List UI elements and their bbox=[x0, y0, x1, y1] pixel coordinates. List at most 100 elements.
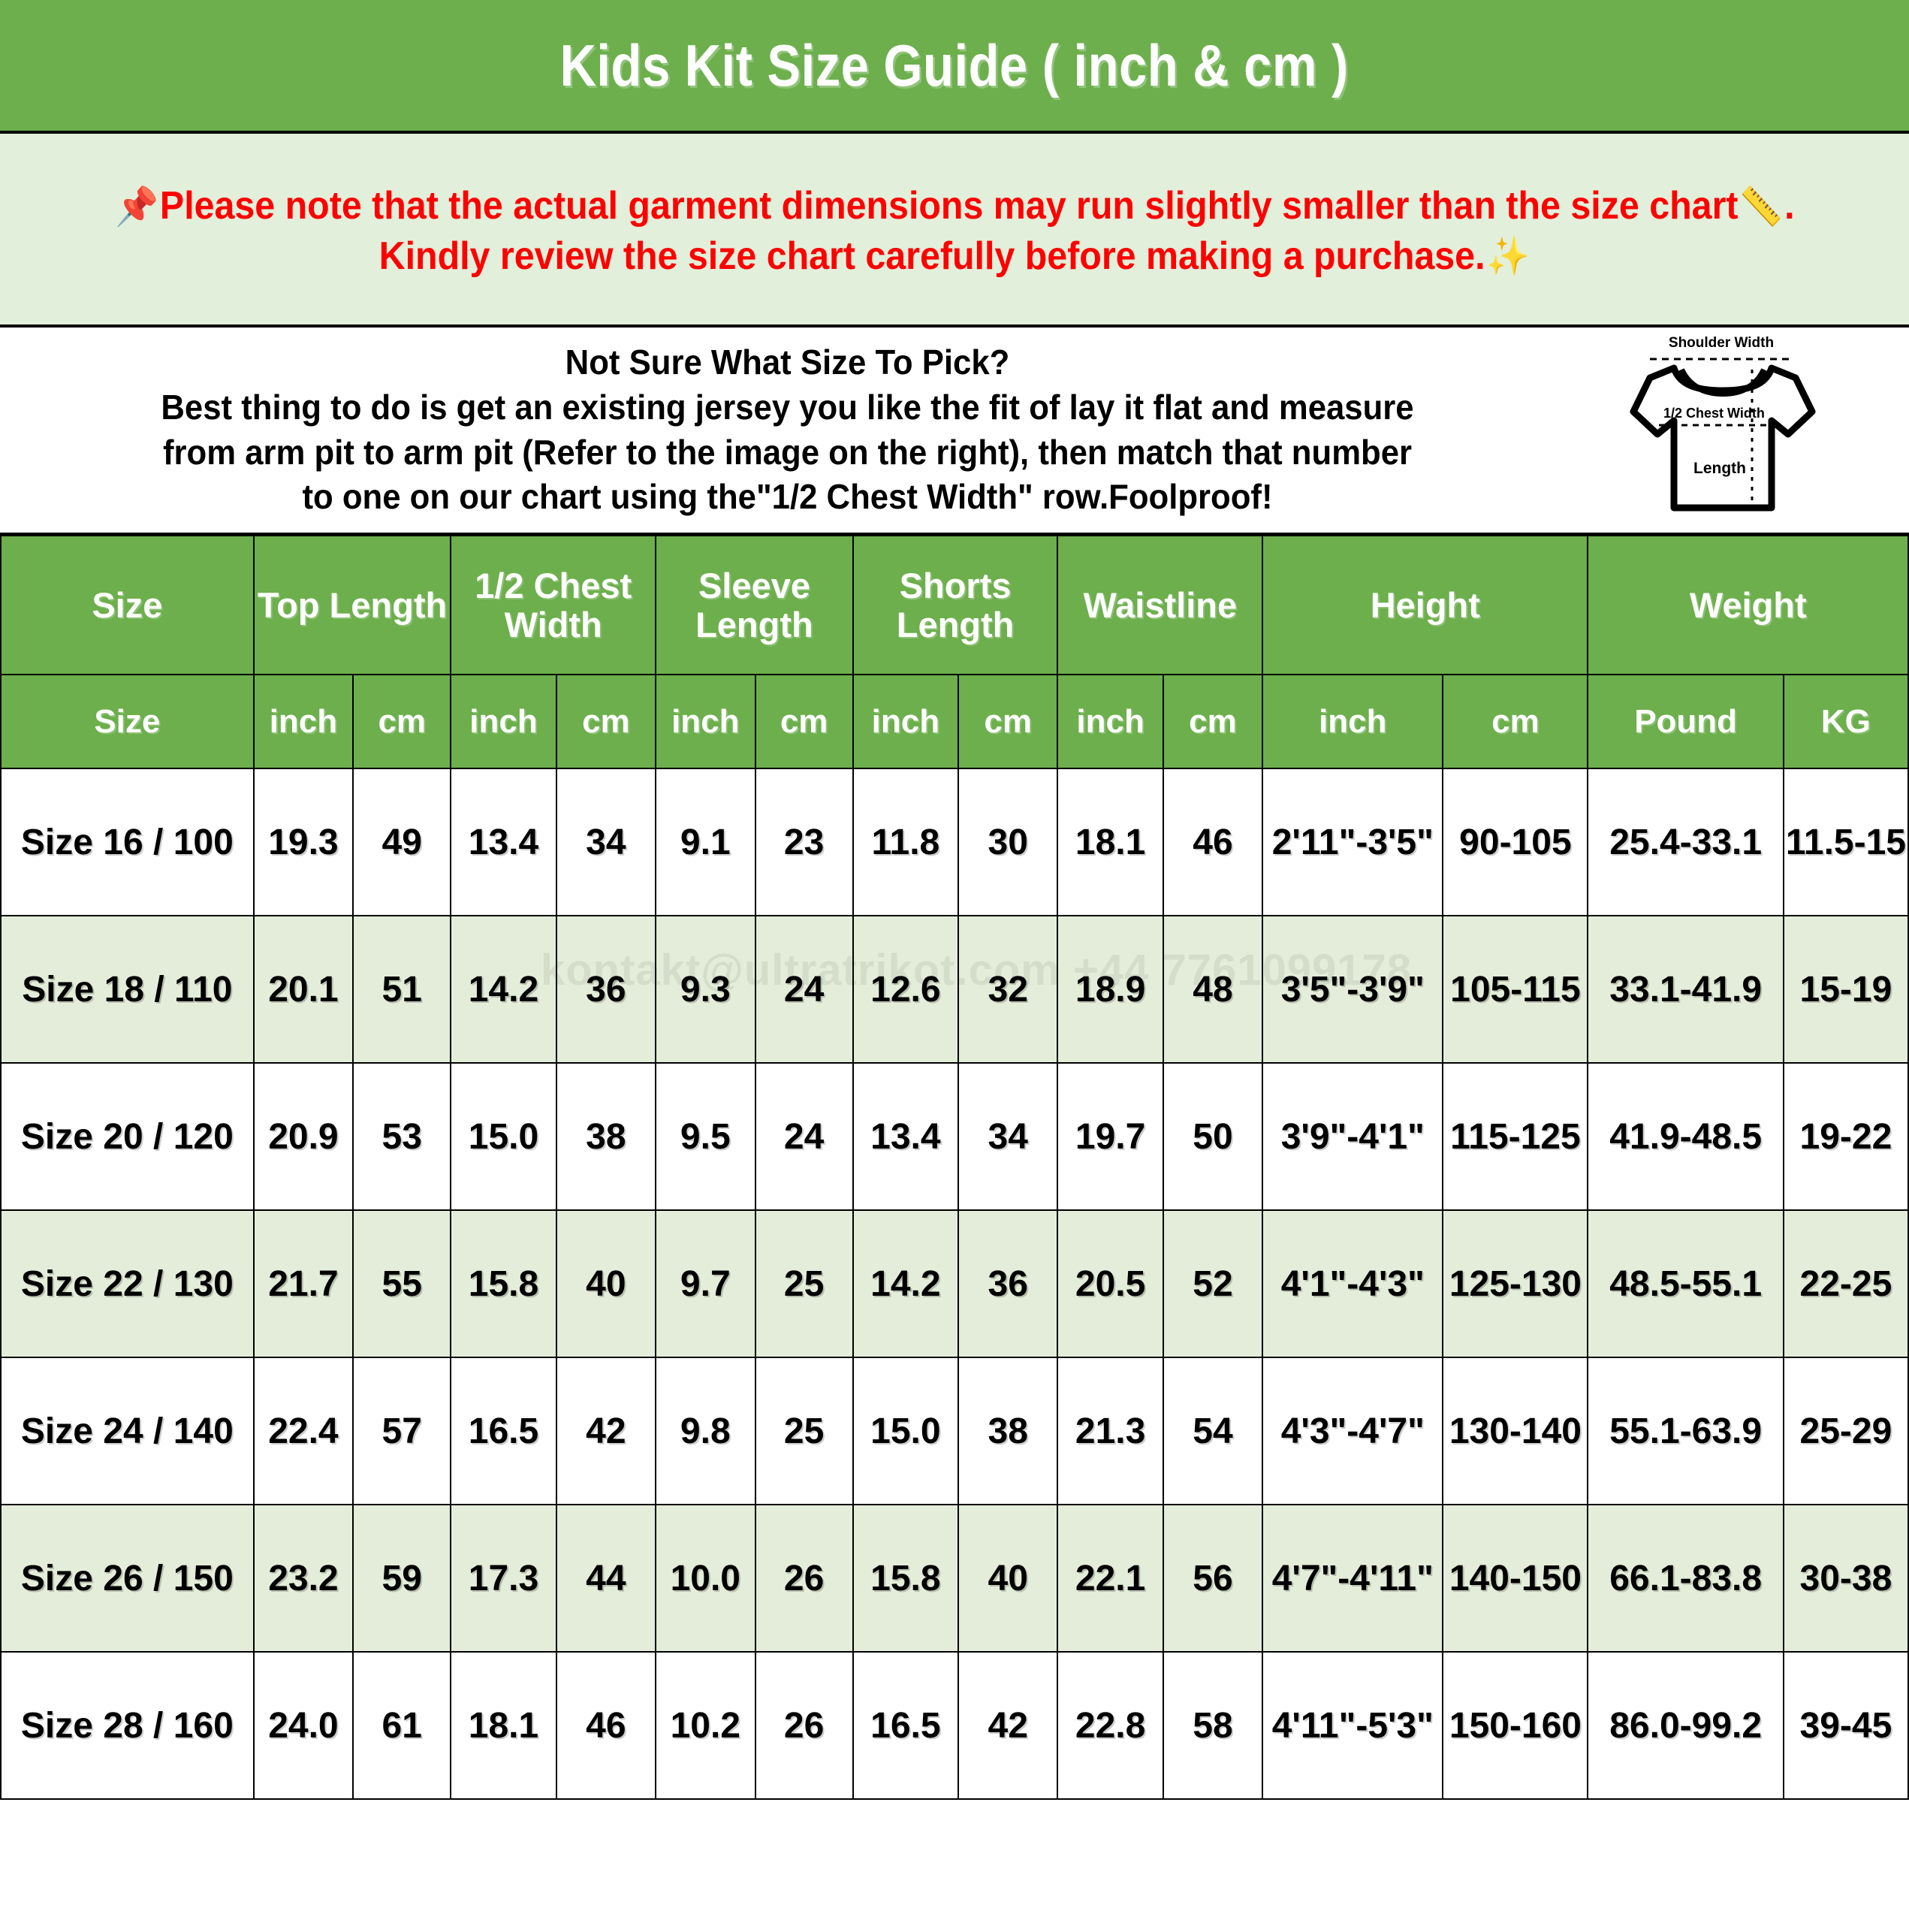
table-row: Size 20 / 120 20.9 53 15.0 38 9.5 24 13.4 34 19.7… bbox=[0, 1062, 1909, 1211]
unit-header-wl-cm: cm bbox=[1162, 674, 1264, 769]
cell-size: Size 28 / 160 bbox=[0, 1651, 255, 1800]
note-line-1-text: Please note that the actual garment dime… bbox=[159, 184, 1739, 228]
cell-waist-cm: 54 bbox=[1162, 1357, 1264, 1505]
group-header-weight: Weight bbox=[1587, 535, 1909, 675]
cell-waist-inch: 21.3 bbox=[1057, 1357, 1164, 1505]
cell-top-length-inch: 24.0 bbox=[252, 1651, 354, 1800]
cell-weight-pound: 66.1-83.8 bbox=[1587, 1504, 1784, 1653]
cell-height-cm: 130-140 bbox=[1442, 1357, 1589, 1505]
table-row: Size 24 / 140 22.4 57 16.5 42 9.8 25 15.0 38 21.3… bbox=[0, 1357, 1909, 1505]
cell-height-cm: 105-115 bbox=[1442, 915, 1589, 1064]
table-head: Size Top Length 1/2 Chest Width Sleeve L… bbox=[0, 535, 1909, 769]
unit-header-hc-inch: inch bbox=[450, 674, 557, 769]
cell-shorts-cm: 36 bbox=[957, 1209, 1059, 1358]
half-chest-width-label: 1/2 Chest Width bbox=[1663, 406, 1765, 421]
cell-height-cm: 150-160 bbox=[1442, 1651, 1589, 1800]
info-band: Not Sure What Size To Pick? Best thing t… bbox=[0, 328, 1909, 535]
table-row: Size 26 / 150 23.2 59 17.3 44 10.0 26 15.8 40 22.… bbox=[0, 1504, 1909, 1653]
cell-shorts-cm: 38 bbox=[957, 1357, 1059, 1505]
unit-header-tl-cm: cm bbox=[352, 674, 452, 769]
cell-height-inch: 3'9"-4'1" bbox=[1262, 1062, 1444, 1211]
cell-height-inch: 2'11"-3'5" bbox=[1262, 768, 1444, 916]
cell-top-length-inch: 19.3 bbox=[252, 768, 354, 916]
note-band: 📌 Please note that the actual garment di… bbox=[0, 134, 1909, 328]
cell-weight-kg: 11.5-15 bbox=[1782, 768, 1909, 916]
cell-half-chest-cm: 34 bbox=[555, 768, 657, 916]
cell-half-chest-inch: 13.4 bbox=[450, 768, 557, 916]
cell-size: Size 24 / 140 bbox=[0, 1357, 255, 1505]
unit-header-size: Size bbox=[0, 674, 255, 769]
cell-size: Size 16 / 100 bbox=[0, 768, 255, 916]
info-text-block: Not Sure What Size To Pick? Best thing t… bbox=[0, 340, 1575, 520]
cell-shorts-cm: 30 bbox=[957, 768, 1059, 916]
cell-height-inch: 4'11"-5'3" bbox=[1262, 1651, 1444, 1800]
cell-half-chest-inch: 16.5 bbox=[450, 1357, 557, 1505]
cell-sleeve-inch: 9.1 bbox=[655, 768, 756, 916]
cell-waist-cm: 48 bbox=[1162, 915, 1264, 1064]
note-line-2: Kindly review the size chart carefully b… bbox=[379, 231, 1531, 282]
cell-waist-inch: 20.5 bbox=[1057, 1209, 1164, 1358]
ruler-icon: 📏 bbox=[1739, 185, 1783, 228]
cell-top-length-cm: 59 bbox=[352, 1504, 452, 1653]
note-line-1-suffix: . bbox=[1784, 184, 1795, 228]
cell-half-chest-cm: 38 bbox=[555, 1062, 657, 1211]
group-header-height: Height bbox=[1262, 535, 1589, 675]
cell-half-chest-inch: 17.3 bbox=[450, 1504, 557, 1653]
cell-size: Size 18 / 110 bbox=[0, 915, 255, 1064]
cell-weight-kg: 39-45 bbox=[1782, 1651, 1909, 1800]
cell-top-length-inch: 22.4 bbox=[252, 1357, 354, 1505]
cell-weight-pound: 25.4-33.1 bbox=[1587, 768, 1784, 916]
cell-shorts-inch: 11.8 bbox=[852, 768, 960, 916]
length-label: Length bbox=[1693, 460, 1746, 477]
sparkles-icon: ✨ bbox=[1486, 235, 1531, 278]
cell-weight-kg: 30-38 bbox=[1782, 1504, 1909, 1653]
cell-shorts-inch: 15.8 bbox=[852, 1504, 960, 1653]
table-row: Size 18 / 110 20.1 51 14.2 36 9.3 24 12.6 32 18.9… bbox=[0, 915, 1909, 1064]
cell-top-length-cm: 53 bbox=[352, 1062, 452, 1211]
table-body: Size 16 / 100 19.3 49 13.4 34 9.1 23 11.8 30 18.1… bbox=[0, 768, 1909, 1800]
info-line-1: Best thing to do is get an existing jers… bbox=[161, 387, 1414, 427]
group-header-top-length: Top Length bbox=[252, 535, 452, 675]
cell-top-length-cm: 61 bbox=[352, 1651, 452, 1800]
cell-height-inch: 3'5"-3'9" bbox=[1262, 915, 1444, 1064]
cell-height-inch: 4'7"-4'11" bbox=[1262, 1504, 1444, 1653]
cell-height-cm: 125-130 bbox=[1442, 1209, 1589, 1358]
unit-header-wt-kg: KG bbox=[1782, 674, 1909, 769]
cell-shorts-inch: 14.2 bbox=[852, 1209, 960, 1358]
table-row: Size 16 / 100 19.3 49 13.4 34 9.1 23 11.8 30 18.1… bbox=[0, 768, 1909, 916]
cell-half-chest-cm: 42 bbox=[555, 1357, 657, 1505]
cell-half-chest-inch: 14.2 bbox=[450, 915, 557, 1064]
cell-weight-kg: 15-19 bbox=[1782, 915, 1909, 1064]
cell-weight-pound: 48.5-55.1 bbox=[1587, 1209, 1784, 1358]
cell-weight-kg: 25-29 bbox=[1782, 1357, 1909, 1505]
cell-shorts-inch: 12.6 bbox=[852, 915, 960, 1064]
cell-waist-cm: 56 bbox=[1162, 1504, 1264, 1653]
cell-waist-inch: 19.7 bbox=[1057, 1062, 1164, 1211]
cell-top-length-inch: 23.2 bbox=[252, 1504, 354, 1653]
table-group-header-row: Size Top Length 1/2 Chest Width Sleeve L… bbox=[0, 535, 1909, 675]
cell-waist-cm: 52 bbox=[1162, 1209, 1264, 1358]
page-title-band: Kids Kit Size Guide ( inch & cm ) bbox=[0, 0, 1909, 134]
cell-half-chest-inch: 15.8 bbox=[450, 1209, 557, 1358]
cell-weight-kg: 19-22 bbox=[1782, 1062, 1909, 1211]
table-row: Size 22 / 130 21.7 55 15.8 40 9.7 25 14.2 36 20.5… bbox=[0, 1209, 1909, 1358]
cell-waist-inch: 22.1 bbox=[1057, 1504, 1164, 1653]
cell-height-cm: 115-125 bbox=[1442, 1062, 1589, 1211]
cell-weight-pound: 55.1-63.9 bbox=[1587, 1357, 1784, 1505]
cell-shorts-cm: 42 bbox=[957, 1651, 1059, 1800]
size-chart-table: Size Top Length 1/2 Chest Width Sleeve L… bbox=[0, 535, 1909, 1800]
cell-half-chest-inch: 15.0 bbox=[450, 1062, 557, 1211]
cell-weight-pound: 33.1-41.9 bbox=[1587, 915, 1784, 1064]
cell-waist-cm: 50 bbox=[1162, 1062, 1264, 1211]
cell-half-chest-cm: 36 bbox=[555, 915, 657, 1064]
unit-header-sl-inch: inch bbox=[655, 674, 756, 769]
cell-sleeve-cm: 26 bbox=[754, 1504, 854, 1653]
group-header-size: Size bbox=[0, 535, 255, 675]
cell-weight-kg: 22-25 bbox=[1782, 1209, 1909, 1358]
cell-height-inch: 4'1"-4'3" bbox=[1262, 1209, 1444, 1358]
cell-sleeve-inch: 9.8 bbox=[655, 1357, 756, 1505]
cell-size: Size 26 / 150 bbox=[0, 1504, 255, 1653]
unit-header-ht-inch: inch bbox=[1262, 674, 1444, 769]
cell-sleeve-inch: 9.3 bbox=[655, 915, 756, 1064]
